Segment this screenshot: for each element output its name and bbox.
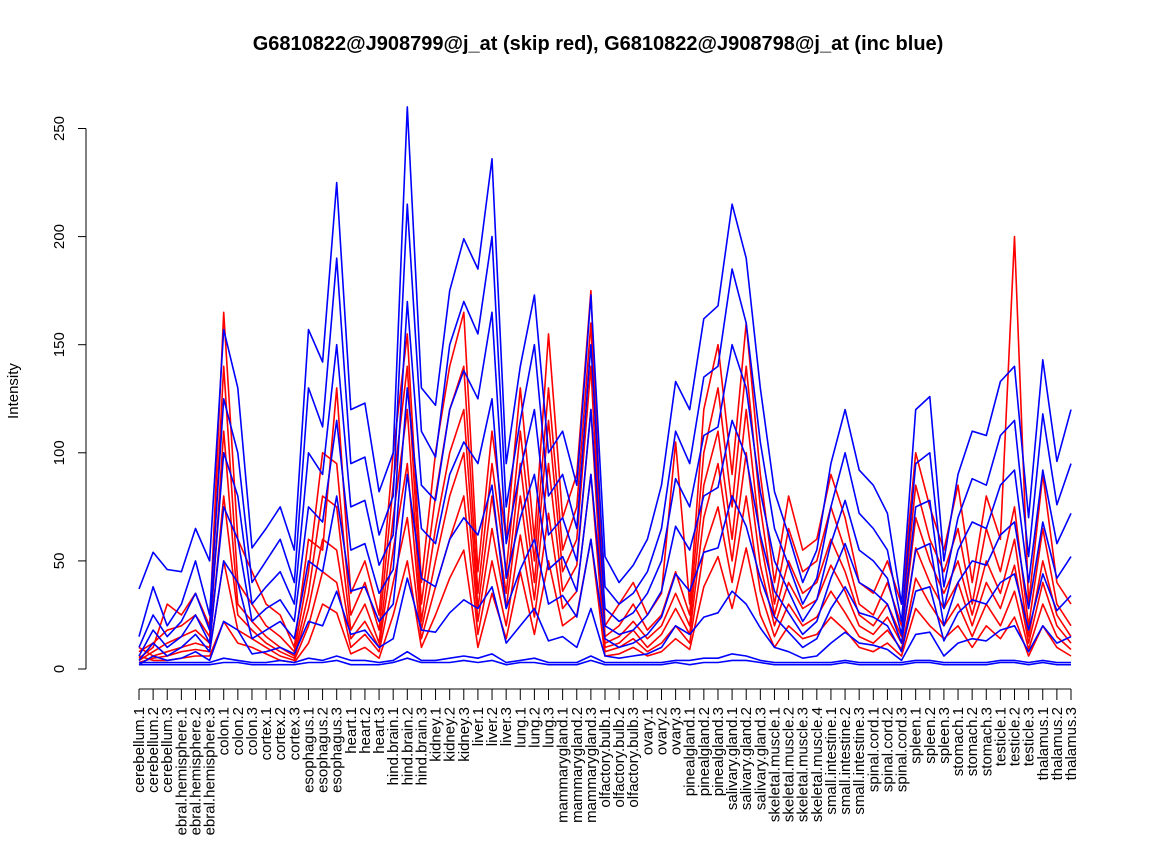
x-tick-label: cerebellum.1 xyxy=(131,707,148,793)
x-tick-label: testicle.3 xyxy=(1021,707,1038,766)
x-tick-label: spinal.cord.1 xyxy=(865,707,882,792)
x-tick-label: lung.1 xyxy=(512,707,529,748)
x-tick-label: skeletal.muscle.4 xyxy=(809,707,826,822)
x-tick-label: kidney.2 xyxy=(442,707,459,762)
x-tick-label: cerebellum.3 xyxy=(159,707,176,793)
chart-title: G6810822@J908799@j_at (skip red), G68108… xyxy=(253,33,944,55)
y-tick-label-50: 50 xyxy=(51,553,68,570)
x-tick-label: mammarygland.1 xyxy=(555,707,572,823)
series-line-inc-10 xyxy=(138,387,1072,657)
x-tick-label: heart.1 xyxy=(343,707,360,754)
x-tick-label: mammarygland.2 xyxy=(569,707,586,823)
x-tick-label: esophagus.2 xyxy=(315,707,332,793)
x-tick-label: cerebellum.2 xyxy=(145,707,162,793)
x-tick-label: salivary.gland.2 xyxy=(738,707,755,810)
x-tick-label: liver.1 xyxy=(470,707,487,746)
x-tick-label: pinealgland.3 xyxy=(710,707,727,796)
y-tick-label-0: 0 xyxy=(51,665,68,673)
x-tick-label: small.intestine.2 xyxy=(837,707,854,815)
x-tick-label: hind.brain.1 xyxy=(385,707,402,785)
x-tick-label: skeletal.muscle.3 xyxy=(795,707,812,822)
x-tick-label: stomach.2 xyxy=(964,707,981,776)
x-tick-label: thalamus.1 xyxy=(1035,707,1052,780)
x-tick-label: skeletal.muscle.2 xyxy=(781,707,798,822)
x-tick-label: ovary.1 xyxy=(639,707,656,755)
series-line-inc-11 xyxy=(138,473,1072,661)
x-tick-label: ebral.hemisphere.2 xyxy=(188,707,205,835)
x-tick-label: spleen.3 xyxy=(936,707,953,764)
x-tick-label: liver.2 xyxy=(484,707,501,746)
x-tick-label: colon.2 xyxy=(230,707,247,755)
x-tick-label: spleen.1 xyxy=(908,707,925,764)
x-tick-label: kidney.1 xyxy=(428,707,445,762)
x-tick-label: heart.2 xyxy=(357,707,374,754)
x-tick-label: cortex.2 xyxy=(272,707,289,760)
x-tick-label: thalamus.3 xyxy=(1063,707,1080,780)
series-line-inc-7 xyxy=(138,106,1072,605)
x-tick-label: spinal.cord.2 xyxy=(879,707,896,792)
x-tick-label: pinealgland.2 xyxy=(696,707,713,796)
series-layer xyxy=(138,106,1072,666)
series-line-inc-13 xyxy=(139,650,1071,664)
x-tick-label: heart.3 xyxy=(371,707,388,754)
x-tick-label: spinal.cord.3 xyxy=(894,707,911,792)
x-tick-label: testicle.2 xyxy=(1007,707,1024,766)
series-line-inc-8 xyxy=(138,203,1072,637)
x-tick-label: pinealgland.1 xyxy=(682,707,699,796)
x-tick-label: stomach.1 xyxy=(950,707,967,776)
x-axis: cerebellum.1cerebellum.2cerebellum.3ebra… xyxy=(131,688,1080,835)
x-tick-label: ebral.hemisphere.1 xyxy=(173,707,190,835)
x-tick-label: cortex.1 xyxy=(258,707,275,760)
x-tick-label: olfactory.bulb.3 xyxy=(625,707,642,808)
x-tick-label: small.intestine.3 xyxy=(851,707,868,815)
x-tick-label: ovary.3 xyxy=(668,707,685,755)
y-axis: 0 50 100 150 200 250 xyxy=(51,116,87,673)
series-line-inc-9 xyxy=(138,300,1072,648)
y-axis-label: Intensity xyxy=(5,363,22,419)
x-tick-label: lung.2 xyxy=(526,707,543,748)
x-tick-label: skeletal.muscle.1 xyxy=(767,707,784,822)
x-tick-label: kidney.3 xyxy=(456,707,473,762)
x-tick-label: esophagus.1 xyxy=(301,707,318,793)
x-tick-label: esophagus.3 xyxy=(329,707,346,793)
x-tick-label: ovary.2 xyxy=(654,707,671,755)
x-tick-label: stomach.3 xyxy=(978,707,995,776)
y-tick-label-150: 150 xyxy=(51,332,68,357)
x-tick-label: cortex.3 xyxy=(286,707,303,760)
x-tick-label: colon.1 xyxy=(216,707,233,755)
y-tick-label-100: 100 xyxy=(51,440,68,465)
x-tick-label: testicle.1 xyxy=(992,707,1009,766)
x-tick-label: hind.brain.2 xyxy=(399,707,416,785)
x-tick-label: mammarygland.3 xyxy=(583,707,600,823)
x-tick-label: liver.3 xyxy=(498,707,515,746)
x-tick-label: ebral.hemisphere.3 xyxy=(202,707,219,835)
x-tick-label: lung.3 xyxy=(541,707,558,748)
x-tick-label: thalamus.2 xyxy=(1049,707,1066,780)
x-tick-label: small.intestine.1 xyxy=(823,707,840,815)
series-line-inc-14 xyxy=(139,657,1071,666)
y-tick-label-200: 200 xyxy=(51,224,68,249)
x-tick-label: spleen.2 xyxy=(922,707,939,764)
x-tick-label: olfactory.bulb.2 xyxy=(611,707,628,808)
x-tick-label: salivary.gland.1 xyxy=(724,707,741,810)
x-tick-label: olfactory.bulb.1 xyxy=(597,707,614,808)
x-tick-label: colon.3 xyxy=(244,707,261,755)
series-line-inc-12 xyxy=(138,577,1072,666)
x-tick-label: salivary.gland.3 xyxy=(752,707,769,810)
y-tick-label-250: 250 xyxy=(51,116,68,141)
x-tick-label: hind.brain.3 xyxy=(413,707,430,785)
